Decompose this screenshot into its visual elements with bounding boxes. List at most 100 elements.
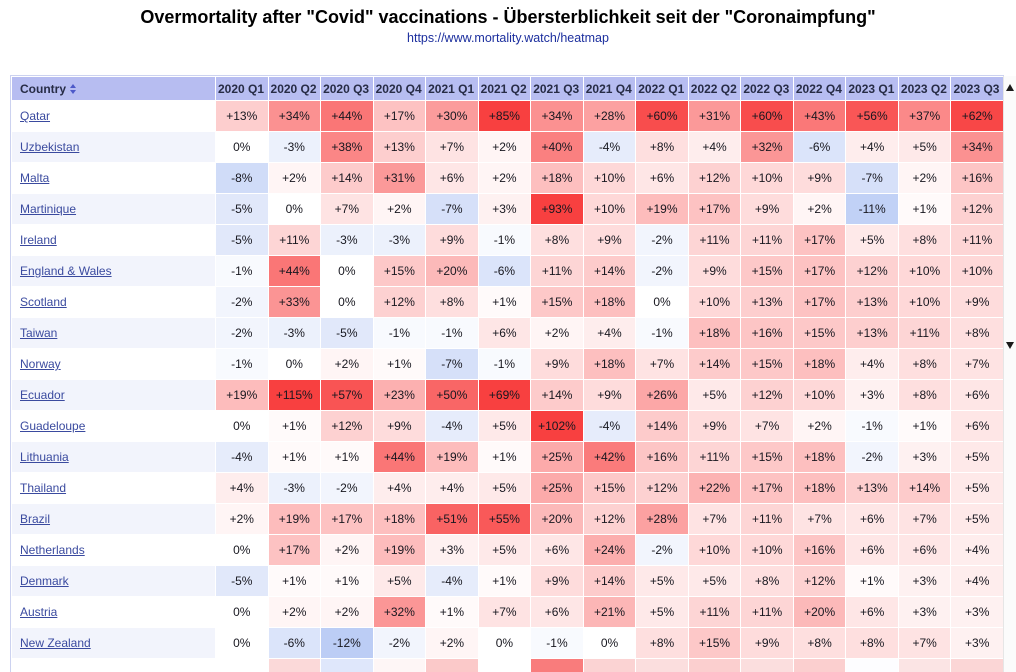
column-header-2021-q3[interactable]: 2021 Q3 (530, 76, 584, 101)
table-row: Brazil +2% +19% +17% +18% +51% +55% +20% +12% +28… (11, 503, 1004, 535)
country-link-qatar[interactable]: Qatar (20, 109, 51, 123)
heatmap-cell (267, 658, 322, 672)
country-link-ireland[interactable]: Ireland (20, 233, 57, 247)
heatmap-cell: -6% (792, 131, 847, 163)
column-header-label: 2021 Q4 (585, 81, 632, 96)
heatmap-cell: +6% (845, 503, 899, 535)
table-row: Ecuador +19% +115% +57% +23% +50% +69% +14% +9% +… (11, 379, 1004, 411)
column-header-2022-q2[interactable]: 2022 Q2 (687, 76, 742, 101)
country-link-brazil[interactable]: Brazil (20, 512, 51, 526)
column-header-2022-q3[interactable]: 2022 Q3 (740, 76, 794, 101)
country-link-taiwan[interactable]: Taiwan (20, 326, 58, 340)
heatmap-cell: +11% (897, 317, 952, 349)
column-header-2022-q1[interactable]: 2022 Q1 (635, 76, 689, 101)
country-link-thailand[interactable]: Thailand (20, 481, 67, 495)
heatmap-cell: +1% (477, 441, 532, 473)
heatmap-cell (372, 658, 427, 672)
column-header-country[interactable]: Country (11, 76, 216, 101)
heatmap-table-container: Country 2020 Q1 2020 Q2 2020 Q3 2020 Q4 2021 … (10, 75, 1004, 672)
heatmap-cell: +19% (425, 441, 479, 473)
heatmap-cell: +25% (530, 441, 584, 473)
heatmap-cell: +8% (635, 627, 689, 659)
country-cell: Norway (11, 348, 216, 380)
heatmap-cell: +18% (792, 472, 847, 504)
heatmap-cell: +1% (320, 565, 374, 597)
heatmap-cell: +9% (372, 410, 427, 442)
heatmap-cell: -2% (635, 534, 689, 566)
heatmap-cell: -6% (267, 627, 322, 659)
country-link-england-wales[interactable]: England & Wales (20, 264, 112, 278)
heatmap-cell: 0% (267, 348, 322, 380)
country-link-guadeloupe[interactable]: Guadeloupe (20, 419, 86, 433)
heatmap-cell: -1% (425, 317, 479, 349)
country-link-austria[interactable]: Austria (20, 605, 58, 619)
heatmap-cell: +69% (477, 379, 532, 411)
heatmap-cell: -2% (215, 286, 269, 318)
heatmap-cell: +1% (267, 565, 322, 597)
column-header-2022-q4[interactable]: 2022 Q4 (792, 76, 847, 101)
column-header-2023-q1[interactable]: 2023 Q1 (845, 76, 899, 101)
country-link-malta[interactable]: Malta (20, 171, 50, 185)
heatmap-cell: +10% (897, 255, 952, 287)
heatmap-cell: +14% (687, 348, 742, 380)
heatmap-cell: +51% (425, 503, 479, 535)
heatmap-cell: +9% (425, 224, 479, 256)
vertical-scrollbar[interactable] (1003, 76, 1016, 672)
country-link-lithuania[interactable]: Lithuania (20, 450, 69, 464)
heatmap-cell: -4% (425, 410, 479, 442)
column-header-2023-q3[interactable]: 2023 Q3 (950, 76, 1004, 101)
heatmap-cell: +6% (950, 379, 1004, 411)
heatmap-cell (320, 658, 374, 672)
scroll-down-arrow-icon[interactable] (1006, 342, 1014, 349)
heatmap-cell: +40% (530, 131, 584, 163)
heatmap-cell: +19% (372, 534, 427, 566)
country-cell: Qatar (11, 100, 216, 132)
heatmap-cell: +18% (530, 162, 584, 194)
heatmap-cell: +14% (582, 255, 637, 287)
column-header-2020-q1[interactable]: 2020 Q1 (215, 76, 269, 101)
heatmap-cell: -2% (635, 224, 689, 256)
heatmap-cell: +4% (950, 534, 1004, 566)
heatmap-cell: +60% (740, 100, 794, 132)
country-link-norway[interactable]: Norway (20, 357, 61, 371)
heatmap-cell: +20% (530, 503, 584, 535)
heatmap-cell: +9% (740, 193, 794, 225)
heatmap-cell: +9% (582, 224, 637, 256)
country-link-martinique[interactable]: Martinique (20, 202, 77, 216)
heatmap-cell: +10% (740, 162, 794, 194)
country-link-scotland[interactable]: Scotland (20, 295, 67, 309)
heatmap-cell: +13% (215, 100, 269, 132)
table-row: Norway -1% 0% +2% +1% -7% -1% +9% +18% +7% +14% +15… (11, 348, 1004, 380)
country-link-denmark[interactable]: Denmark (20, 574, 69, 588)
heatmap-cell: +44% (320, 100, 374, 132)
heatmap-cell: +50% (425, 379, 479, 411)
heatmap-cell: +11% (687, 224, 742, 256)
heatmap-cell: +20% (425, 255, 479, 287)
heatmap-cell: -1% (477, 348, 532, 380)
country-link-new-zealand[interactable]: New Zealand (20, 636, 91, 650)
column-header-label: 2020 Q1 (218, 81, 265, 96)
heatmap-cell (582, 658, 637, 672)
heatmap-cell: +5% (635, 596, 689, 628)
heatmap-cell: +8% (845, 627, 899, 659)
heatmap-cell: -2% (320, 472, 374, 504)
heatmap-cell: -5% (215, 193, 269, 225)
column-header-2021-q1[interactable]: 2021 Q1 (425, 76, 479, 101)
country-link-uzbekistan[interactable]: Uzbekistan (20, 140, 80, 154)
column-header-2020-q3[interactable]: 2020 Q3 (320, 76, 374, 101)
country-link-netherlands[interactable]: Netherlands (20, 543, 85, 557)
column-header-2020-q4[interactable]: 2020 Q4 (372, 76, 427, 101)
heatmap-cell: +14% (897, 472, 952, 504)
scroll-up-arrow-icon[interactable] (1006, 84, 1014, 91)
heatmap-cell: +8% (897, 224, 952, 256)
column-header-2023-q2[interactable]: 2023 Q2 (897, 76, 952, 101)
column-header-2021-q2[interactable]: 2021 Q2 (477, 76, 532, 101)
column-header-2021-q4[interactable]: 2021 Q4 (582, 76, 637, 101)
heatmap-cell: +18% (792, 441, 847, 473)
country-cell: Netherlands (11, 534, 216, 566)
heatmap-cell: +17% (740, 472, 794, 504)
heatmap-cell: 0% (215, 596, 269, 628)
source-link[interactable]: https://www.mortality.watch/heatmap (407, 31, 609, 45)
country-link-ecuador[interactable]: Ecuador (20, 388, 65, 402)
column-header-2020-q2[interactable]: 2020 Q2 (267, 76, 322, 101)
